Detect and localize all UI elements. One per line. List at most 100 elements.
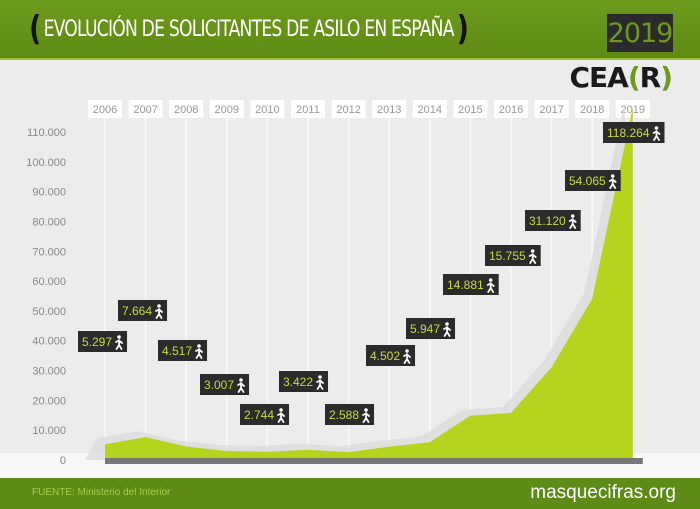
- walking-person-icon: [362, 408, 370, 423]
- year-label: 2015: [458, 104, 482, 116]
- year-label-box: [575, 100, 610, 118]
- header: (EVOLUCIÓN DE SOLICITANTES DE ASILO EN E…: [0, 0, 700, 60]
- data-label-group: 3.422: [279, 371, 329, 392]
- year-label-box: [169, 100, 204, 118]
- data-label-box: [485, 245, 541, 266]
- year-badge: 2019: [607, 14, 673, 52]
- walking-person-icon: [237, 378, 245, 393]
- data-label-group: 15.755: [485, 245, 541, 266]
- year-label-box: [331, 100, 366, 118]
- data-label-box: [525, 210, 581, 231]
- y-tick-label: 70.000: [32, 246, 66, 258]
- data-label-box: [325, 404, 375, 425]
- y-tick-label: 100.000: [26, 157, 66, 169]
- data-label-box: [406, 318, 456, 339]
- data-label-group: 7.664: [118, 300, 168, 321]
- icon-body: [362, 412, 370, 423]
- y-tick-label: 90.000: [32, 187, 66, 199]
- year-label: 2009: [215, 104, 239, 116]
- year-label-box: [291, 100, 325, 118]
- data-label-group: 5.947: [406, 318, 456, 339]
- icon-body: [237, 382, 245, 393]
- year-label: 2011: [296, 104, 320, 116]
- data-label-group: 4.502: [366, 345, 416, 366]
- data-label: 2.588: [329, 408, 359, 422]
- data-label: 3.007: [204, 378, 234, 392]
- year-label-box: [494, 100, 528, 118]
- icon-body: [486, 282, 495, 293]
- data-label: 31.120: [529, 214, 566, 228]
- y-tick-label: 30.000: [32, 366, 66, 378]
- walking-person-icon: [195, 344, 203, 359]
- year-label: 2018: [580, 104, 604, 116]
- y-tick-label: 80.000: [32, 216, 66, 228]
- year-label-box: [534, 100, 569, 118]
- year-label-box: [128, 100, 163, 118]
- data-label-group: 14.881: [443, 274, 499, 295]
- year-label: 2012: [336, 104, 360, 116]
- icon-head: [654, 126, 659, 130]
- year-label: 2008: [174, 104, 198, 116]
- icon-body: [443, 326, 451, 337]
- walking-person-icon: [568, 214, 577, 229]
- icon-head: [239, 378, 243, 382]
- icon-body: [115, 339, 123, 350]
- icon-head: [157, 304, 161, 308]
- y-tick-label: 50.000: [32, 306, 66, 318]
- icon-body: [316, 379, 324, 390]
- walking-person-icon: [277, 408, 285, 423]
- footer: FUENTE: Ministerio del Interior masqueci…: [0, 478, 700, 509]
- year-label: 2014: [418, 104, 442, 116]
- site-link[interactable]: masquecifras.org: [530, 482, 676, 503]
- data-label: 5.297: [82, 335, 112, 349]
- icon-body: [277, 412, 285, 423]
- year-label-box: [412, 100, 447, 118]
- icon-body: [608, 178, 617, 189]
- icon-body: [652, 130, 661, 141]
- year-label: 2013: [377, 104, 401, 116]
- data-label-group: 2.588: [325, 404, 375, 425]
- walking-person-icon: [115, 335, 123, 350]
- data-label: 54.065: [569, 174, 606, 188]
- y-tick-label: 110.000: [27, 127, 66, 139]
- year-label-box: [453, 100, 488, 118]
- icon-head: [318, 375, 322, 379]
- walking-person-icon: [652, 126, 661, 141]
- data-label: 118.264: [607, 126, 650, 140]
- year-label: 2016: [499, 104, 523, 116]
- icon-body: [568, 218, 577, 229]
- data-label-box: [603, 122, 665, 143]
- data-label-box: [366, 345, 416, 366]
- year-label-box: [88, 100, 122, 118]
- bracket-close: ): [456, 9, 469, 49]
- icon-head: [570, 214, 575, 218]
- data-label-box: [158, 340, 208, 361]
- data-label-box: [240, 404, 290, 425]
- data-label-box: [279, 371, 329, 392]
- year-label: 2007: [133, 104, 157, 116]
- data-label: 14.881: [447, 278, 484, 292]
- walking-person-icon: [403, 349, 411, 364]
- cear-logo: CEA(R): [569, 61, 672, 94]
- icon-head: [488, 278, 493, 282]
- y-tick-label: 10.000: [32, 425, 66, 437]
- year-label-box: [372, 100, 407, 118]
- data-label: 3.422: [283, 375, 313, 389]
- data-label-box: [78, 331, 128, 352]
- year-label-box: [209, 100, 244, 118]
- data-label-group: 3.007: [200, 374, 250, 395]
- walking-person-icon: [443, 322, 451, 337]
- year-label: 2017: [539, 104, 563, 116]
- data-area: [105, 107, 633, 459]
- icon-body: [403, 353, 411, 364]
- walking-person-icon: [316, 375, 324, 390]
- bracket-open: (: [29, 9, 41, 49]
- data-label-group: 54.065: [565, 170, 621, 191]
- page-title: (EVOLUCIÓN DE SOLICITANTES DE ASILO EN E…: [26, 9, 471, 49]
- icon-head: [364, 408, 368, 412]
- data-label-group: 4.517: [158, 340, 208, 361]
- icon-head: [117, 335, 121, 339]
- data-label: 7.664: [122, 304, 152, 318]
- icon-body: [528, 253, 537, 264]
- data-label-box: [118, 300, 168, 321]
